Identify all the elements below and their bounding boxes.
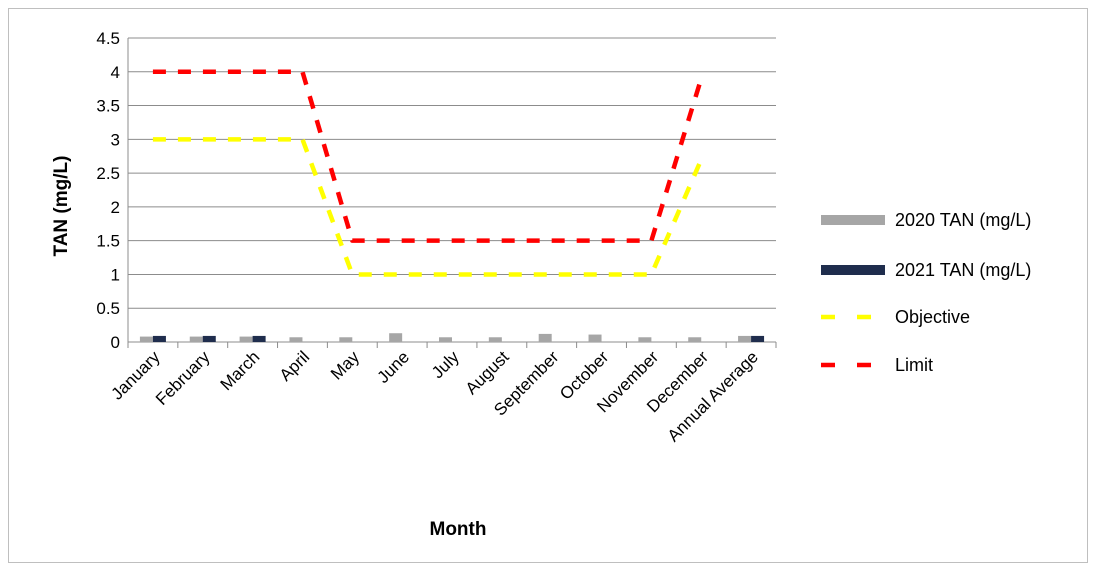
- bar-2020-january: [139, 336, 153, 342]
- y-tick-label: 3.5: [96, 97, 120, 116]
- x-tick-label: February: [152, 347, 214, 409]
- legend-label: 2020 TAN (mg/L): [895, 210, 1031, 230]
- bar-2020-june: [389, 333, 403, 342]
- legend-swatch: [821, 215, 885, 225]
- x-tick-label: June: [373, 347, 413, 387]
- legend-label: 2021 TAN (mg/L): [895, 260, 1031, 280]
- y-tick-label: 0: [111, 333, 120, 352]
- bar-2020-may: [339, 337, 353, 342]
- bar-2021-annual-average: [751, 335, 765, 342]
- y-tick-label: 4: [111, 63, 120, 82]
- bar-2020-november: [638, 337, 652, 342]
- legend: 2020 TAN (mg/L) 2021 TAN (mg/L) Objective L…: [821, 210, 1031, 375]
- x-axis-title: Month: [430, 519, 487, 540]
- legend-label: Limit: [895, 355, 933, 375]
- gridlines: [127, 37, 777, 348]
- bar-2020-march: [239, 336, 253, 342]
- line-limit: [152, 69, 704, 243]
- bar-2021-january: [152, 335, 166, 342]
- legend-swatch: [821, 265, 885, 275]
- bar-2020-september: [538, 333, 552, 342]
- bar-2020-august: [488, 337, 502, 342]
- x-tick-label: July: [428, 347, 463, 382]
- y-tick-label: 1.5: [96, 232, 120, 251]
- bar-2020-february: [189, 336, 203, 342]
- bar-2021-march: [252, 335, 266, 342]
- bar-2020-july: [439, 337, 452, 342]
- bar-marks: [139, 333, 765, 342]
- y-tick-label: 4.5: [96, 29, 120, 48]
- bar-2020-april: [289, 337, 303, 342]
- line-marks: [152, 69, 704, 277]
- y-axis-title: TAN (mg/L): [51, 156, 72, 257]
- y-tick-labels: 0 0.5 1 1.5 2 2.5 3 3.5 4 4.5: [96, 29, 120, 352]
- bar-2020-october: [588, 334, 602, 342]
- x-tick-label: March: [217, 347, 264, 394]
- y-tick-label: 2.5: [96, 164, 120, 183]
- line-objective: [152, 137, 704, 277]
- x-tick-label: Annual Average: [664, 347, 762, 445]
- bar-2021-february: [202, 335, 216, 342]
- y-tick-label: 3: [111, 130, 120, 149]
- y-tick-label: 2: [111, 198, 120, 217]
- chart-frame: [8, 8, 1088, 563]
- x-tick-label: May: [327, 347, 363, 383]
- bar-2020-annual-average: [738, 335, 752, 342]
- legend-label: Objective: [895, 307, 970, 327]
- x-tick-label: April: [276, 347, 313, 384]
- bar-2020-december: [688, 337, 702, 342]
- y-tick-label: 0.5: [96, 299, 120, 318]
- y-tick-label: 1: [111, 265, 120, 284]
